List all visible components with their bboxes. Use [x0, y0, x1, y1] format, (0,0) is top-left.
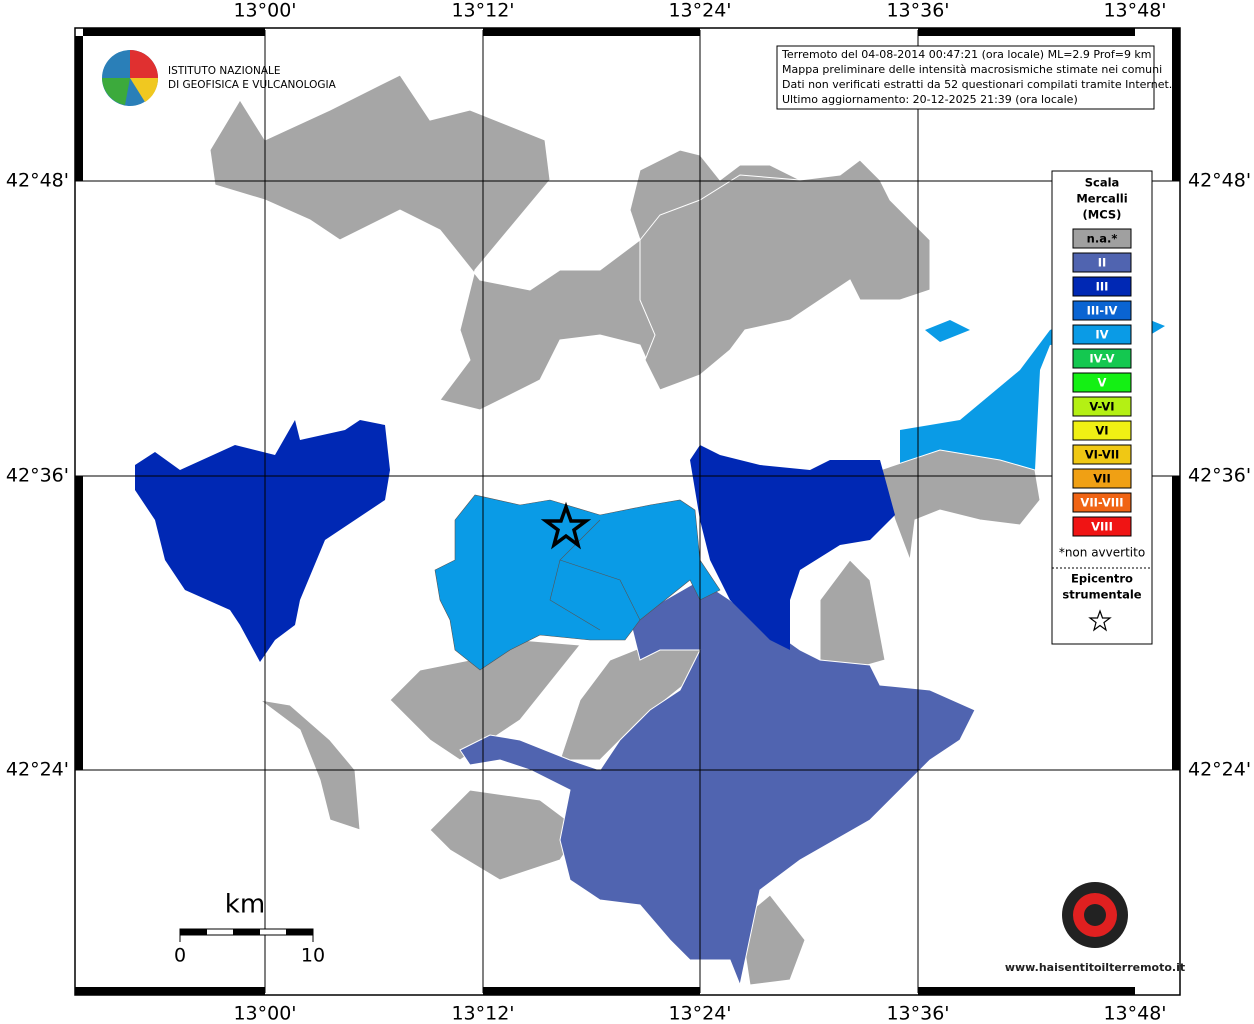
region	[879, 449, 1041, 561]
legend-label: n.a.*	[1087, 232, 1118, 246]
lat-label: 42°24'	[6, 759, 69, 781]
legend-label: V-VI	[1089, 400, 1114, 414]
legend-label: VI	[1095, 424, 1108, 438]
legend-swatch	[1072, 468, 1132, 489]
watermark-ring	[1084, 904, 1106, 926]
info-line: Terremoto del 04-08-2014 00:47:21 (ora l…	[781, 48, 1152, 61]
regions	[135, 74, 1165, 987]
legend-label: IV-V	[1089, 352, 1114, 366]
region	[135, 420, 390, 662]
logo-text: DI GEOFISICA E VULCANOLOGIA	[168, 79, 337, 91]
legend-label: VIII	[1091, 520, 1113, 534]
scale-segments	[180, 929, 313, 935]
legend-title: Mercalli	[1076, 192, 1127, 206]
grid	[75, 30, 1180, 993]
region	[739, 894, 806, 986]
legend-label: III-IV	[1087, 304, 1118, 318]
lat-label: 42°36'	[1188, 465, 1251, 487]
legend-swatch	[1072, 276, 1132, 297]
region	[434, 494, 721, 671]
region	[819, 559, 886, 671]
legend-label: VII	[1093, 472, 1110, 486]
legend-swatch	[1072, 300, 1132, 321]
region	[429, 789, 581, 881]
legend-label: V	[1098, 376, 1107, 390]
scale-label: 0	[174, 945, 186, 967]
info-box: Terremoto del 04-08-2014 00:47:21 (ora l…	[776, 45, 1172, 110]
region	[459, 579, 976, 987]
lon-label: 13°24'	[668, 0, 731, 22]
legend-swatch	[1072, 396, 1132, 417]
lat-label: 42°48'	[6, 170, 69, 192]
legend-label: IV	[1095, 328, 1108, 342]
info-frame	[776, 45, 1155, 110]
legend-note: *non avvertito	[1059, 546, 1145, 560]
lat-label: 42°24'	[1188, 759, 1251, 781]
info-line: Mappa preliminare delle intensità macros…	[782, 63, 1162, 76]
logo-sector	[130, 78, 159, 102]
legend-swatch	[1072, 252, 1132, 273]
lon-label: 13°48'	[1103, 0, 1166, 22]
legend-swatch	[1072, 228, 1132, 249]
info-line: Dati non verificati estratti da 52 quest…	[782, 78, 1172, 91]
watermark: www.haisentitoilterremoto.it	[1005, 882, 1185, 974]
axis-labels: 13°00' 13°00' 13°12' 13°12' 13°24' 13°24' 13°3…	[6, 0, 1251, 1024]
legend-swatch	[1072, 516, 1132, 537]
scale-bar: km 0 10	[174, 890, 325, 967]
epicenter-star	[540, 501, 592, 550]
lat-label: 42°48'	[1188, 170, 1251, 192]
legend-swatch	[1072, 492, 1132, 513]
legend-epicenter: strumentale	[1062, 588, 1141, 602]
region	[690, 445, 895, 650]
legend: Scala Mercalli (MCS) *non avvertito Epic…	[1051, 170, 1153, 645]
lon-label: 13°00'	[233, 0, 296, 22]
scale-label: 10	[301, 945, 325, 967]
lon-label: 13°36'	[886, 0, 949, 22]
legend-label: III	[1096, 280, 1109, 294]
region	[639, 159, 931, 391]
legend-title: Scala	[1085, 176, 1120, 190]
legend-swatch	[1072, 420, 1132, 441]
legend-epicenter: Epicentro	[1071, 572, 1133, 586]
legend-star	[1088, 609, 1112, 632]
legend-swatch	[1072, 444, 1132, 465]
epicenter	[540, 501, 592, 550]
lon-label: 13°12'	[451, 0, 514, 22]
logo-sector	[102, 78, 130, 105]
lon-label: 13°24'	[668, 1003, 731, 1024]
lon-label: 13°00'	[233, 1003, 296, 1024]
legend-label: VII-VIII	[1080, 496, 1123, 510]
info-line: Ultimo aggiornamento: 20-12-2025 21:39 (…	[782, 93, 1078, 106]
watermark-text: www.haisentitoilterremoto.it	[1005, 961, 1185, 974]
legend-label: VI-VII	[1085, 448, 1120, 462]
lon-label: 13°48'	[1103, 1003, 1166, 1024]
legend-swatch	[1072, 348, 1132, 369]
ingv-logo: ISTITUTO NAZIONALE DI GEOFISICA E VULCAN…	[102, 50, 337, 106]
lat-label: 42°36'	[6, 465, 69, 487]
border	[549, 519, 641, 631]
frame	[74, 27, 1181, 996]
logo-text: ISTITUTO NAZIONALE	[168, 65, 281, 77]
scale-unit: km	[225, 890, 265, 920]
lon-label: 13°12'	[451, 1003, 514, 1024]
region	[389, 639, 581, 761]
lon-label: 13°36'	[886, 1003, 949, 1024]
region	[900, 310, 1165, 470]
legend-swatch	[1072, 324, 1132, 345]
region	[259, 699, 361, 831]
logo-sector	[130, 50, 158, 78]
legend-label: II	[1098, 256, 1107, 270]
legend-swatch	[1072, 372, 1132, 393]
legend-title: (MCS)	[1083, 208, 1122, 222]
